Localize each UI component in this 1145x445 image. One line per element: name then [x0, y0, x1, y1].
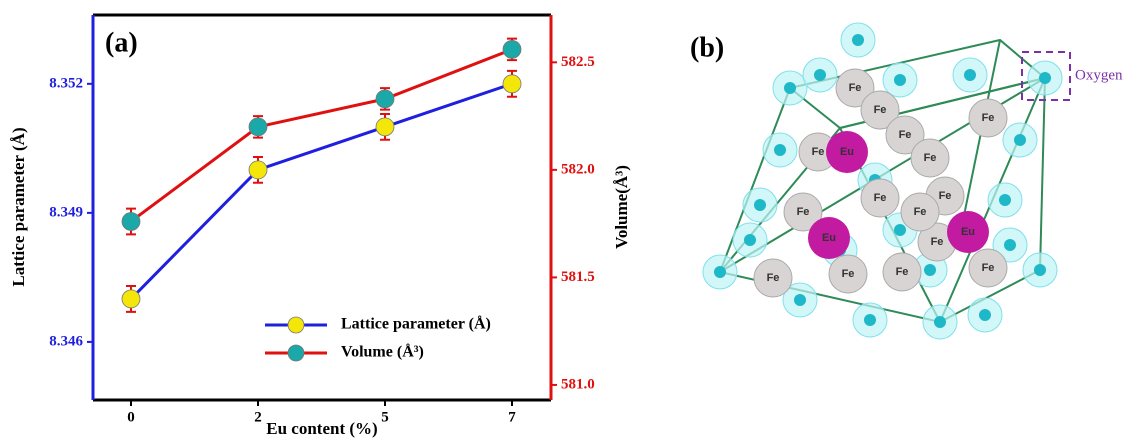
oxygen-atom [852, 34, 864, 46]
eu-label: Eu [822, 232, 836, 244]
fe-atom [860, 90, 900, 130]
fe-label: Fe [899, 129, 912, 141]
crystal-structure: (b) Fe Fe Fe Fe Fe Fe Fe Fe Fe Fe Fe Fe Fe Fe Fe Eu Eu Eu [690, 22, 1063, 340]
y2-tick-label: 582.5 [561, 54, 595, 70]
oxygen-atom [774, 144, 786, 156]
fe-atom [900, 192, 940, 232]
oxygen-atom [894, 74, 906, 86]
eu-atom [947, 211, 989, 253]
fe-label: Fe [874, 104, 887, 116]
marker [502, 40, 522, 59]
fe-atom [783, 192, 823, 232]
oxygen-atom [714, 266, 726, 278]
fe-atom [860, 178, 900, 218]
eu-label: Eu [840, 146, 854, 158]
series-line [130, 48, 513, 223]
oxygen-atom [894, 224, 906, 236]
panel-label: (b) [690, 32, 724, 63]
marker [375, 89, 395, 109]
oxygen-atom [1014, 134, 1026, 146]
legend-label: Volume (Å³) [341, 343, 424, 361]
oxygen-atom [924, 264, 936, 276]
fe-atom [828, 254, 868, 294]
fe-label: Fe [896, 266, 909, 278]
eu-atom [826, 131, 868, 173]
fe-atom [882, 252, 922, 292]
fe-label: Fe [797, 206, 810, 218]
oxygen-atom [814, 69, 826, 81]
oxygen-atom [964, 69, 976, 81]
oxygen-atom [794, 294, 806, 306]
legend-marker [287, 316, 305, 334]
fe-label: Fe [924, 152, 937, 164]
oxygen-atom [999, 194, 1011, 206]
eu-atom [808, 217, 850, 259]
x-tick-label: 0 [127, 409, 135, 425]
y-tick-label: 8.352 [49, 75, 83, 91]
oxygen-atom [784, 82, 796, 94]
fe-label: Fe [982, 112, 995, 124]
x-tick-label: 7 [508, 409, 516, 425]
fe-label: Fe [931, 236, 944, 248]
oxygen-atom [1039, 72, 1051, 84]
fe-label: Fe [982, 262, 995, 274]
fe-atom [753, 258, 793, 298]
fe-atom [968, 248, 1008, 288]
y2-tick-label: 582.0 [561, 161, 595, 177]
oxygen-atom [979, 309, 991, 321]
fe-label: Fe [767, 272, 780, 284]
y2-tick-label: 581.5 [561, 269, 595, 285]
x-tick-label: 2 [254, 409, 262, 425]
oxygen-atom [744, 234, 756, 246]
eu-label: Eu [961, 226, 975, 238]
oxygen-atom [864, 314, 876, 326]
fe-atom [968, 98, 1008, 138]
fe-label: Fe [849, 82, 862, 94]
fe-label: Fe [939, 190, 952, 202]
oxygen-atom [934, 316, 946, 328]
fe-atom [835, 68, 875, 108]
highlight-box [1021, 51, 1071, 101]
fe-label: Fe [914, 206, 927, 218]
marker [375, 117, 395, 137]
fe-label: Fe [842, 268, 855, 280]
marker [121, 212, 141, 231]
marker [121, 289, 141, 309]
oxygen-label: Oxygen [1075, 67, 1123, 83]
oxygen-atom [1004, 239, 1016, 251]
fe-atom [885, 115, 925, 155]
fe-label: Fe [874, 192, 887, 204]
y2-tick-label: 581.0 [561, 376, 595, 392]
marker [248, 160, 268, 180]
y-axis-label: Lattice parameter (Å) [9, 127, 28, 286]
panel-label: (a) [105, 27, 138, 58]
y-tick-label: 8.349 [49, 204, 83, 220]
fe-label: Fe [812, 146, 825, 158]
y-tick-label: 8.346 [49, 333, 83, 349]
marker [502, 74, 522, 94]
legend-label: Lattice parameter (Å) [341, 315, 491, 333]
oxygen-atom [1034, 264, 1046, 276]
marker [248, 117, 268, 137]
fe-atom [910, 138, 950, 178]
series-line [129, 82, 513, 300]
oxygen-atom [754, 199, 766, 211]
x-axis-label: Eu content (%) [266, 419, 377, 438]
x-tick-label: 5 [381, 409, 389, 425]
legend-marker [287, 344, 305, 362]
y2-axis-label: Volume(Å³) [612, 165, 631, 249]
